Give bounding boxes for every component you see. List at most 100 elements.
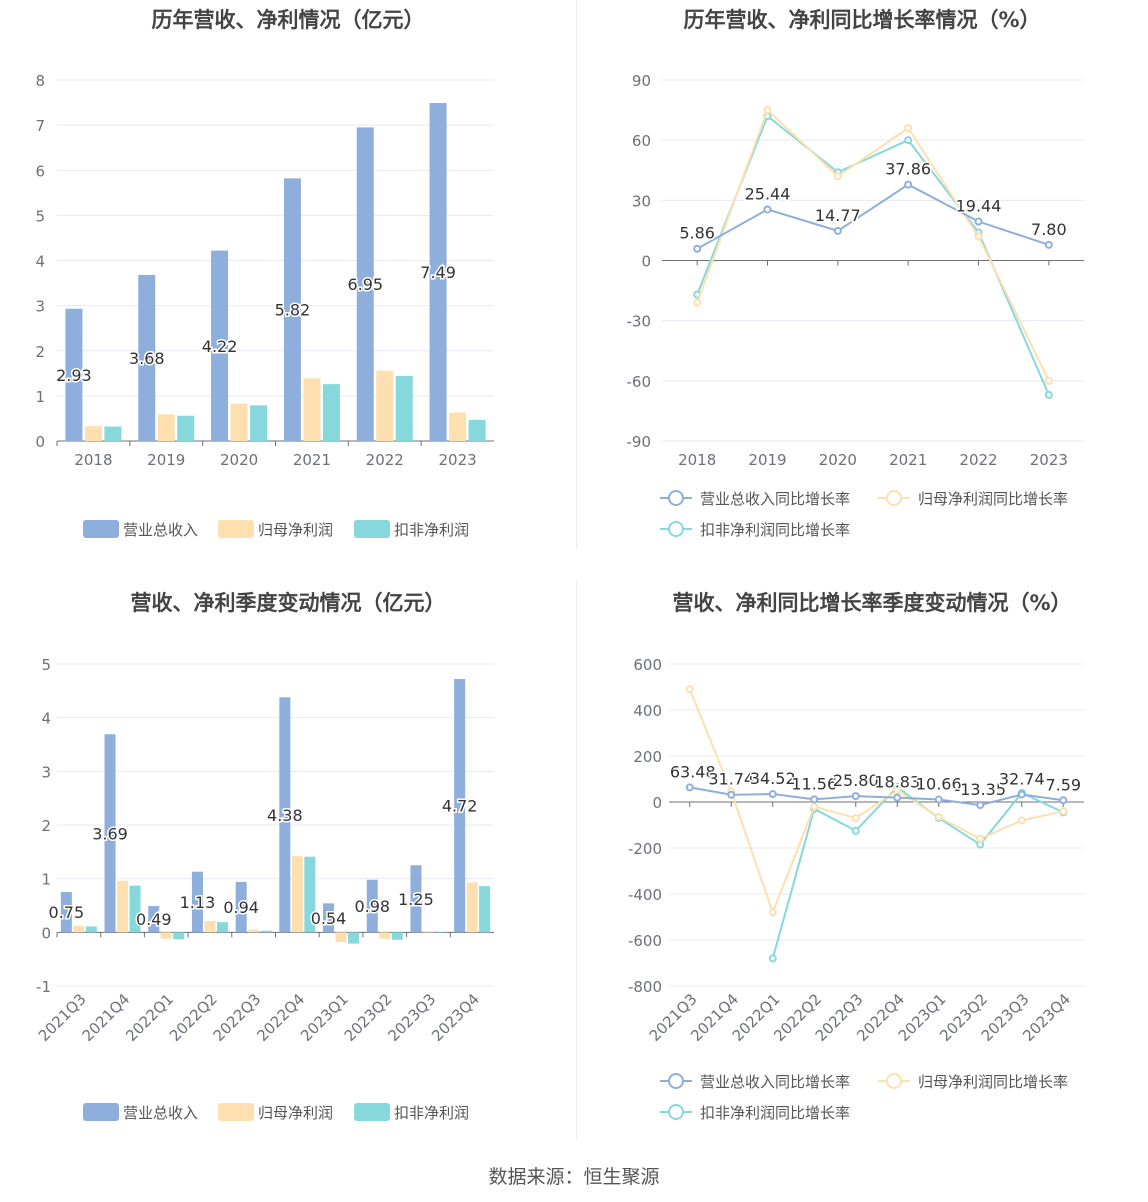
bar: [65, 308, 83, 441]
legend-marker: [668, 1073, 684, 1089]
data-point: [693, 244, 702, 253]
legend-marker: [668, 1104, 684, 1120]
bar: [148, 906, 160, 933]
data-point: [768, 908, 777, 917]
y-tick-label: 0: [41, 924, 51, 942]
bar: [160, 932, 172, 939]
data-label: 0.94: [223, 898, 259, 917]
y-tick-label: -90: [627, 433, 652, 451]
legend-label: 归母净利润: [258, 1104, 333, 1122]
data-label: 31.74: [708, 770, 754, 789]
data-point: [768, 790, 777, 799]
data-label: 4.38: [267, 806, 303, 825]
data-point: [851, 792, 860, 801]
x-tick-label: 2022Q4: [253, 990, 308, 1045]
bar: [283, 178, 301, 441]
data-point: [893, 793, 902, 802]
chart-title-quarter-bar: 营收、净利季度变动情况（亿元）: [130, 591, 446, 615]
x-tick-label: 2020: [819, 451, 857, 469]
bar: [235, 881, 247, 933]
bar: [395, 376, 413, 441]
bar: [376, 370, 394, 441]
bar: [348, 932, 360, 944]
data-point: [893, 786, 902, 795]
data-label: 7.59: [1045, 775, 1081, 794]
data-point: [974, 232, 983, 241]
data-label: 18.83: [874, 773, 920, 792]
x-tick-label: 2021Q3: [35, 990, 90, 1045]
x-tick-label: 2019: [147, 451, 185, 469]
bar: [479, 886, 491, 933]
data-label: 6.95: [347, 275, 383, 294]
y-tick-label: 8: [35, 72, 45, 90]
bar: [279, 697, 291, 933]
y-tick-label: 0: [652, 794, 662, 812]
data-point: [763, 205, 772, 214]
legend-label: 归母净利润同比增长率: [918, 490, 1068, 508]
bar: [356, 127, 374, 441]
y-tick-label: 90: [632, 72, 651, 90]
data-label: 0.49: [136, 910, 172, 929]
bar: [435, 932, 447, 933]
bar: [366, 879, 378, 933]
legend-swatch: [354, 1103, 390, 1121]
data-point: [685, 783, 694, 792]
bar: [104, 426, 122, 441]
bar: [216, 922, 228, 933]
series-line: [688, 688, 1064, 916]
bar: [248, 929, 260, 933]
x-tick-label: 2020: [220, 451, 258, 469]
bar: [410, 865, 422, 933]
bar: [211, 250, 229, 441]
data-label: 25.80: [833, 771, 879, 790]
bar: [304, 856, 316, 933]
bar: [177, 415, 195, 441]
bar: [303, 378, 321, 441]
bar: [117, 880, 129, 933]
x-tick-label: 2023Q3: [384, 990, 439, 1045]
data-label: 1.13: [180, 893, 216, 912]
data-point: [685, 685, 694, 694]
x-tick-label: 2022Q3: [210, 990, 265, 1045]
y-tick-label: 5: [41, 656, 51, 674]
data-point: [904, 180, 913, 189]
data-label: 4.72: [442, 797, 478, 816]
data-label: 0.75: [49, 903, 85, 922]
data-label: 37.86: [885, 160, 931, 179]
data-point: [727, 790, 736, 799]
legend-label: 扣非净利润同比增长率: [700, 521, 850, 539]
bar: [104, 734, 116, 933]
data-point: [1044, 390, 1053, 399]
y-tick-label: 30: [632, 192, 651, 210]
x-tick-label: 2022: [959, 451, 997, 469]
x-tick-label: 2022Q2: [166, 990, 221, 1045]
data-point: [904, 136, 913, 145]
divider-bottom: [576, 580, 577, 1140]
data-point: [1044, 376, 1053, 385]
data-label: 19.44: [956, 197, 1002, 216]
y-tick-label: 4: [35, 253, 45, 271]
data-label: 0.98: [354, 897, 390, 916]
x-tick-label: 2022: [366, 451, 404, 469]
data-point: [1017, 790, 1026, 799]
legend-swatch: [218, 1103, 254, 1121]
data-point: [763, 106, 772, 115]
bar: [129, 885, 141, 933]
data-point: [904, 124, 913, 133]
bar: [449, 412, 467, 441]
series-line: [771, 785, 1064, 959]
x-tick-label: 2021Q4: [79, 990, 134, 1045]
x-tick-label: 2023Q1: [297, 990, 352, 1045]
bar: [468, 419, 486, 441]
y-tick-label: 1: [35, 388, 45, 406]
bar: [454, 679, 466, 933]
divider-top: [576, 0, 577, 550]
y-tick-label: 60: [632, 132, 651, 150]
data-label: 14.77: [815, 206, 861, 225]
bar: [173, 932, 185, 940]
x-tick-label: 2023: [1030, 451, 1068, 469]
bar: [250, 405, 268, 441]
data-point: [1059, 796, 1068, 805]
y-tick-label: 400: [633, 702, 662, 720]
